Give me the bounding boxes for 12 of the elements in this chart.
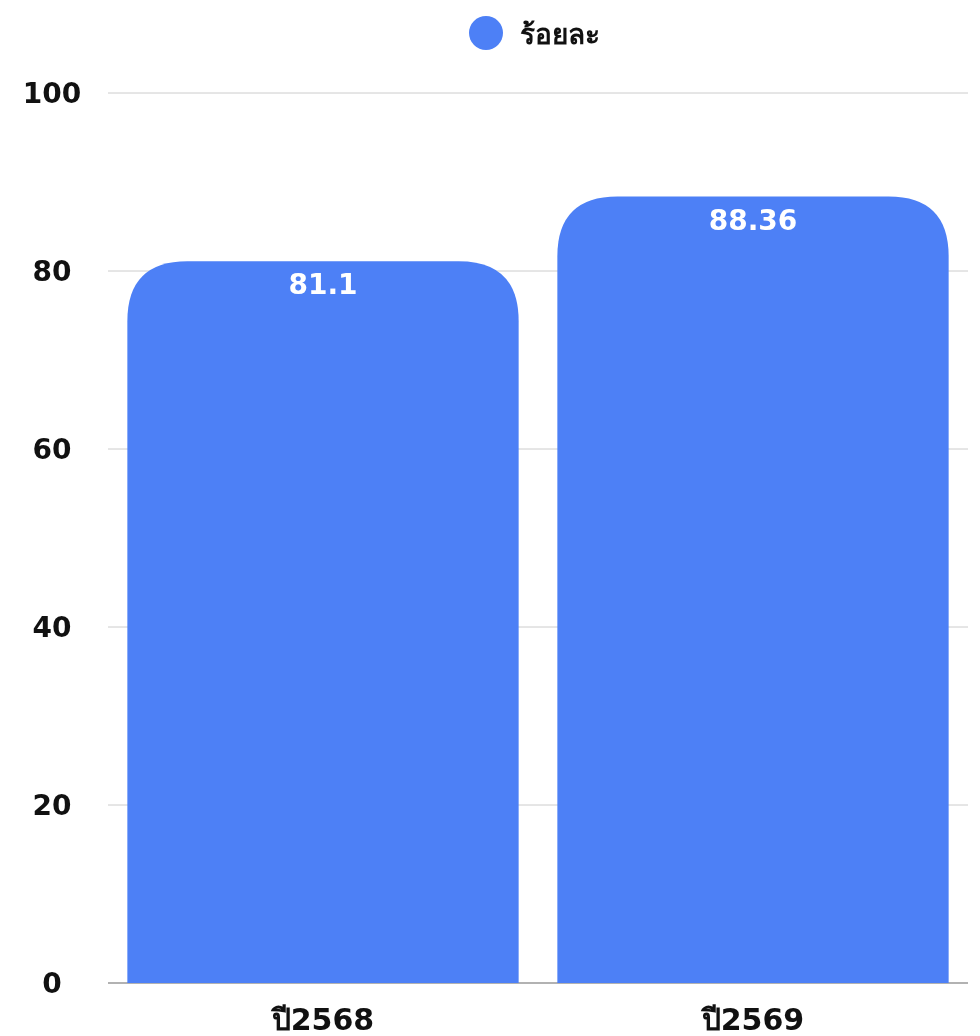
x-tick-label: ปี2568 <box>269 1002 375 1036</box>
x-tick-label: ปี2569 <box>699 1002 805 1036</box>
y-tick-label: 0 <box>42 967 62 1000</box>
y-tick-label: 100 <box>22 77 82 110</box>
legend-label: ร้อยละ <box>520 18 600 51</box>
legend: ร้อยละ <box>469 16 600 51</box>
y-tick-label: 80 <box>32 255 72 288</box>
y-tick-label: 40 <box>32 611 72 644</box>
data-label: 81.1 <box>288 268 358 302</box>
y-tick-label: 60 <box>32 433 72 466</box>
data-label: 88.36 <box>708 203 798 237</box>
y-tick-label: 20 <box>32 789 72 822</box>
